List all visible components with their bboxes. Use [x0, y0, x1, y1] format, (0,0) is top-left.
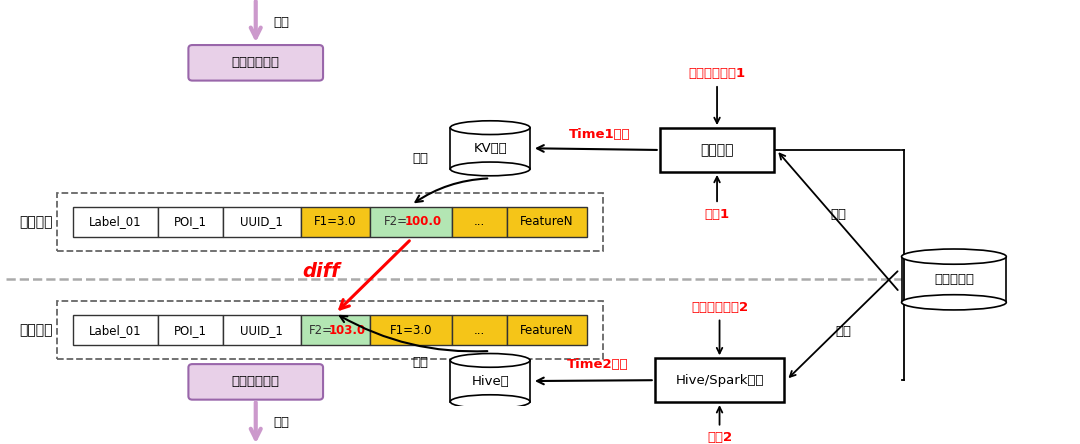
- Text: Hive/Spark任务: Hive/Spark任务: [675, 374, 764, 387]
- Text: 线下流程: 线下流程: [19, 323, 53, 337]
- Text: 输入: 输入: [273, 16, 289, 29]
- Text: ...: ...: [474, 324, 485, 337]
- Bar: [370, 315, 453, 345]
- Text: ...: ...: [474, 215, 485, 228]
- Ellipse shape: [902, 295, 1007, 310]
- Text: FeatureN: FeatureN: [521, 324, 573, 337]
- Ellipse shape: [450, 353, 530, 367]
- Text: UUID_1: UUID_1: [240, 324, 283, 337]
- Ellipse shape: [450, 162, 530, 176]
- Bar: [453, 207, 508, 237]
- Text: 拉取: 拉取: [413, 356, 429, 369]
- Bar: [450, 361, 530, 402]
- Text: 模型离线训练: 模型离线训练: [232, 375, 280, 388]
- Bar: [73, 315, 158, 345]
- FancyBboxPatch shape: [188, 45, 323, 80]
- Bar: [57, 193, 603, 251]
- Text: F2=: F2=: [309, 324, 333, 337]
- Bar: [450, 128, 530, 169]
- Text: 拉取: 拉取: [413, 152, 429, 165]
- Text: 特征数据源: 特征数据源: [934, 273, 974, 286]
- Bar: [508, 207, 586, 237]
- Bar: [453, 315, 508, 345]
- Text: 抽取: 抽取: [831, 208, 846, 221]
- Ellipse shape: [450, 395, 530, 408]
- Bar: [222, 207, 300, 237]
- Text: Hive表: Hive表: [471, 375, 509, 388]
- Ellipse shape: [450, 121, 530, 135]
- Text: Label_01: Label_01: [90, 215, 141, 228]
- Text: F1=3.0: F1=3.0: [390, 324, 433, 337]
- Bar: [902, 257, 1007, 302]
- Bar: [300, 315, 370, 345]
- Text: F1=3.0: F1=3.0: [314, 215, 356, 228]
- Text: Time1更新: Time1更新: [569, 128, 631, 141]
- Text: 输入: 输入: [273, 416, 289, 429]
- Text: 算子1: 算子1: [704, 208, 730, 221]
- FancyBboxPatch shape: [188, 364, 323, 400]
- Text: F2=: F2=: [384, 215, 408, 228]
- Text: UUID_1: UUID_1: [240, 215, 283, 228]
- Bar: [73, 207, 158, 237]
- Text: Time2更新: Time2更新: [567, 357, 629, 371]
- Text: POI_1: POI_1: [174, 324, 207, 337]
- Ellipse shape: [902, 249, 1007, 264]
- Bar: [57, 301, 603, 359]
- Text: FeatureN: FeatureN: [521, 215, 573, 228]
- Text: KV系统: KV系统: [473, 142, 507, 155]
- Text: 特征平台: 特征平台: [700, 143, 733, 157]
- Bar: [222, 315, 300, 345]
- Text: 特征配置文件1: 特征配置文件1: [688, 67, 745, 80]
- Text: Label_01: Label_01: [90, 324, 141, 337]
- Text: 103.0: 103.0: [329, 324, 366, 337]
- Text: diff: diff: [302, 262, 340, 281]
- Bar: [158, 315, 222, 345]
- Bar: [300, 207, 370, 237]
- Text: POI_1: POI_1: [174, 215, 207, 228]
- Text: 100.0: 100.0: [405, 215, 442, 228]
- Bar: [508, 315, 586, 345]
- Text: 特征配置文件2: 特征配置文件2: [691, 301, 748, 314]
- Text: 抽取: 抽取: [835, 325, 851, 338]
- Text: 模型在线预测: 模型在线预测: [232, 56, 280, 69]
- Bar: [158, 207, 222, 237]
- Bar: [660, 128, 774, 172]
- Bar: [370, 207, 453, 237]
- Text: 算子2: 算子2: [707, 431, 732, 444]
- Text: 线上流程: 线上流程: [19, 215, 53, 229]
- Bar: [654, 358, 784, 402]
